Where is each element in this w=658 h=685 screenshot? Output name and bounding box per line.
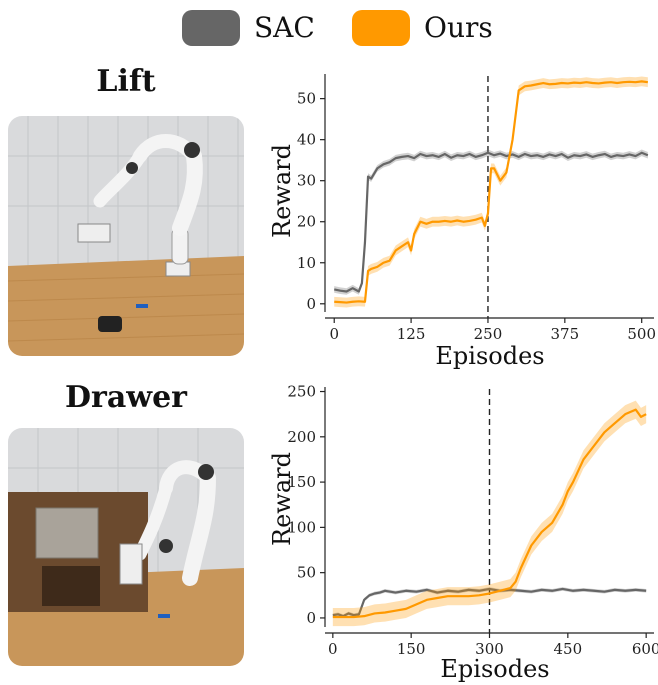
lift-y-tick-label: 0 (306, 295, 316, 313)
franka-robot-arm-drawer-photo-icon (8, 428, 244, 666)
drawer-y-tick-label: 50 (297, 564, 316, 582)
lift-sac-line (334, 151, 649, 293)
lift-ours-band (334, 76, 648, 308)
lift-y-tick-label: 10 (297, 254, 316, 272)
legend-swatch-ours (352, 10, 410, 46)
lift-x-tick-label: 250 (474, 325, 503, 343)
lift-ours-line (334, 80, 648, 304)
legend: SAC Ours (0, 6, 658, 50)
legend-swatch-sac (182, 10, 240, 46)
lift-y-tick-label: 50 (297, 90, 316, 108)
lift-y-tick-label: 20 (297, 213, 316, 231)
legend-item-ours: Ours (352, 8, 522, 48)
legend-label-ours: Ours (424, 11, 493, 44)
drawer-y-tick-label: 0 (306, 609, 316, 627)
drawer-x-tick-label: 300 (475, 640, 504, 658)
legend-label-sac: SAC (254, 11, 315, 44)
drawer-y-tick-label: 200 (287, 428, 316, 446)
drawer-x-axis-title: Episodes (440, 655, 549, 683)
legend-item-sac: SAC (182, 8, 342, 48)
drawer-sac-line (332, 587, 647, 618)
lift-y-tick-label: 40 (297, 131, 316, 149)
drawer-y-tick-label: 150 (287, 473, 316, 491)
lift-photo (8, 116, 244, 356)
drawer-photo (8, 428, 244, 666)
franka-robot-arm-lift-photo-icon (8, 116, 244, 356)
drawer-y-tick-label: 250 (287, 383, 316, 401)
lift-y-axis-title: Reward (268, 144, 296, 238)
drawer-axes: 0 50 100 150 200 250 0 150 300 450 600 (287, 383, 658, 658)
lift-x-axis-title: Episodes (435, 342, 544, 370)
lift-x-tick-label: 0 (329, 325, 339, 343)
lift-x-tick-label: 500 (627, 325, 656, 343)
lift-x-tick-label: 375 (551, 325, 580, 343)
lift-x-tick-label: 125 (397, 325, 426, 343)
task-title-lift: Lift (96, 64, 156, 99)
drawer-reward-chart: 0 50 100 150 200 250 0 150 300 450 600 Episodes Re… (268, 383, 658, 683)
lift-y-tick-label: 30 (297, 172, 316, 190)
drawer-y-axis-title: Reward (268, 452, 296, 546)
drawer-x-tick-label: 450 (554, 640, 583, 658)
drawer-series (332, 389, 647, 633)
drawer-x-tick-label: 0 (328, 640, 338, 658)
drawer-ours-line (332, 408, 647, 619)
drawer-y-tick-label: 100 (287, 518, 316, 536)
lift-series (334, 76, 649, 318)
task-title-drawer: Drawer (65, 380, 187, 415)
drawer-x-tick-label: 600 (632, 640, 658, 658)
drawer-x-tick-label: 150 (397, 640, 426, 658)
